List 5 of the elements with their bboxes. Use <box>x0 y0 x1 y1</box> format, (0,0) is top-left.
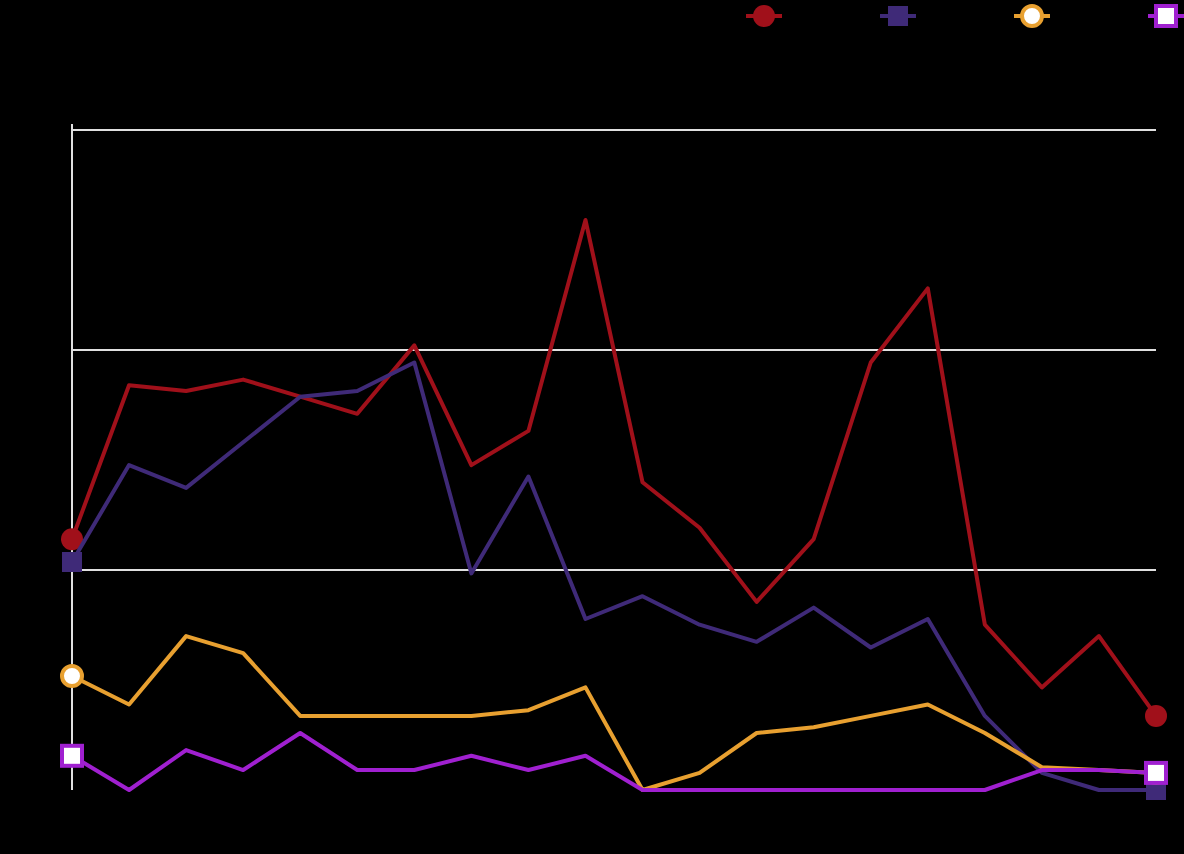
point <box>60 664 84 688</box>
point <box>61 528 83 551</box>
point <box>60 743 84 768</box>
point <box>62 552 82 572</box>
point <box>1145 704 1167 727</box>
